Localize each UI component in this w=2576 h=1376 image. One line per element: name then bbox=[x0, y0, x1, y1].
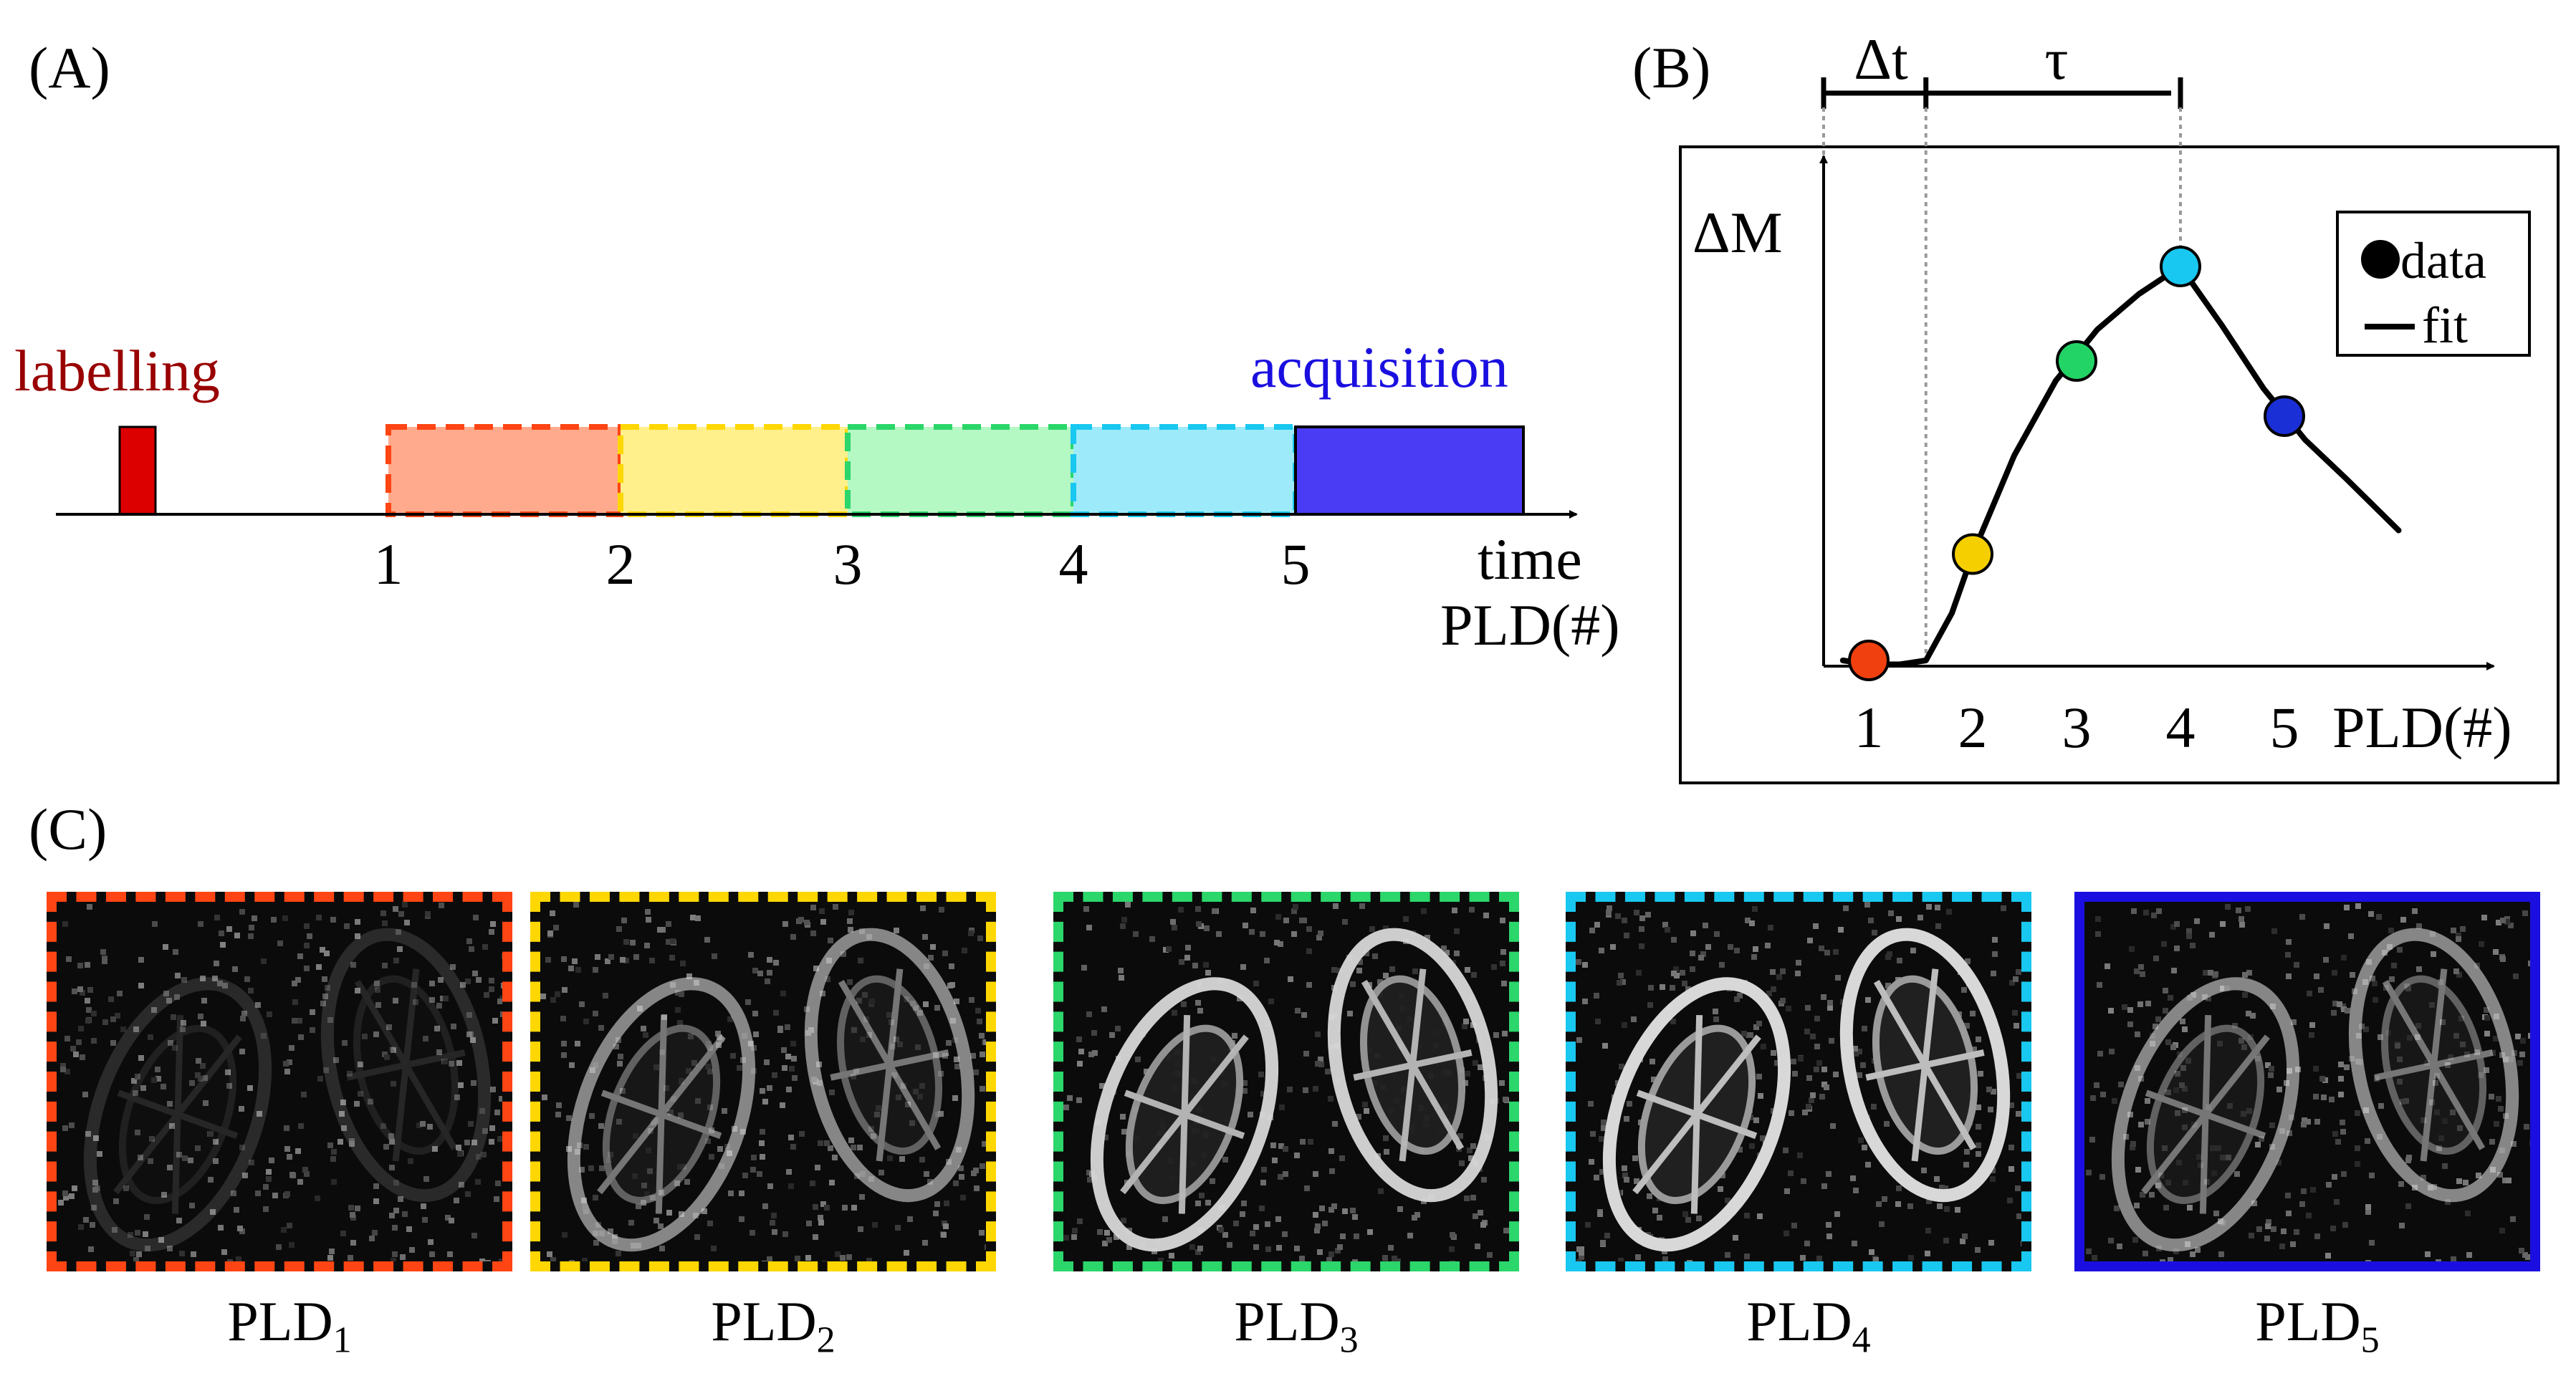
x-tick-3: 3 bbox=[2062, 695, 2092, 760]
pld-caption-subscript: 4 bbox=[1852, 1319, 1871, 1361]
x-tick-2: 2 bbox=[1958, 695, 1988, 760]
acquisition-label: acquisition bbox=[1250, 335, 1508, 400]
pld-image-1 bbox=[47, 892, 512, 1271]
timing-bracket: Δt τ bbox=[1821, 27, 2183, 109]
legend-fit-label: fit bbox=[2422, 297, 2468, 354]
tick-1: 1 bbox=[374, 531, 403, 597]
panel-b-frame bbox=[1679, 145, 2560, 784]
pld-image-3 bbox=[1053, 892, 1519, 1271]
pld-caption-3: PLD3 bbox=[1067, 1289, 1526, 1362]
time-axis-label: time bbox=[1478, 526, 1582, 592]
pld-image-2 bbox=[530, 892, 996, 1271]
pld-caption-5: PLD5 bbox=[2088, 1289, 2547, 1362]
data-point-2 bbox=[1952, 533, 1993, 575]
tick-3: 3 bbox=[833, 531, 863, 597]
chart-guides bbox=[1822, 107, 2182, 660]
pld-caption-text: PLD bbox=[1746, 1290, 1852, 1352]
pld-image-4 bbox=[1566, 892, 2031, 1271]
panel-b: (B) Δt τ ΔM PLD(#) 1 2 3 4 5 data fit bbox=[1632, 27, 2560, 784]
data-point-4 bbox=[2160, 246, 2201, 287]
legend-box bbox=[2336, 211, 2531, 357]
legend-data-label: data bbox=[2400, 232, 2486, 289]
data-point-3 bbox=[2056, 340, 2097, 382]
tick-2: 2 bbox=[606, 531, 636, 597]
labelling-label: labelling bbox=[14, 338, 220, 403]
x-tick-1: 1 bbox=[1854, 695, 1884, 760]
pld-block-5 bbox=[1294, 425, 1525, 516]
pld-block-3 bbox=[845, 424, 1076, 517]
pld-caption-subscript: 5 bbox=[2360, 1319, 2380, 1361]
data-point-1 bbox=[1848, 640, 1890, 681]
x-tick-4: 4 bbox=[2166, 695, 2196, 760]
x-tick-5: 5 bbox=[2270, 695, 2299, 760]
pld-caption-text: PLD bbox=[1234, 1290, 1340, 1352]
tick-4: 4 bbox=[1059, 531, 1088, 597]
pld-block-2 bbox=[618, 424, 851, 517]
y-axis-label: ΔM bbox=[1692, 200, 1783, 265]
pld-caption-subscript: 2 bbox=[816, 1319, 835, 1361]
panel-b-tag: (B) bbox=[1632, 35, 1710, 100]
x-axis-label: PLD(#) bbox=[2332, 695, 2512, 760]
pld-caption-text: PLD bbox=[711, 1290, 817, 1352]
data-points bbox=[1848, 246, 2305, 681]
pld-block-4 bbox=[1071, 424, 1298, 517]
legend: data fit bbox=[2336, 211, 2531, 357]
pld-caption-subscript: 3 bbox=[1339, 1319, 1359, 1361]
tau-label: τ bbox=[2045, 27, 2069, 92]
delta-t-label: Δt bbox=[1854, 27, 1908, 92]
pld-caption-text: PLD bbox=[2255, 1290, 2361, 1352]
tick-5: 5 bbox=[1281, 531, 1311, 597]
labelling-pulse bbox=[118, 425, 157, 516]
chart-ticks: 1 2 3 4 5 bbox=[1854, 695, 2299, 760]
data-point-5 bbox=[2264, 395, 2305, 437]
pld-image-5 bbox=[2074, 892, 2540, 1271]
pld-caption-text: PLD bbox=[227, 1290, 333, 1352]
pld-axis-label: PLD(#) bbox=[1440, 592, 1620, 658]
pld-caption-4: PLD4 bbox=[1579, 1289, 2038, 1362]
pld-caption-2: PLD2 bbox=[544, 1289, 1002, 1362]
pld-caption-1: PLD1 bbox=[60, 1289, 519, 1362]
legend-data-marker bbox=[2361, 240, 2400, 279]
panel-c-tag: (C) bbox=[29, 797, 107, 862]
pld-blocks bbox=[386, 424, 1525, 517]
panel-a: (A) labelling acquisition 1 2 3 4 5 time… bbox=[14, 35, 1620, 658]
pld-block-1 bbox=[386, 424, 623, 517]
pld-caption-subscript: 1 bbox=[332, 1319, 352, 1361]
panel-a-tag: (A) bbox=[29, 35, 110, 100]
